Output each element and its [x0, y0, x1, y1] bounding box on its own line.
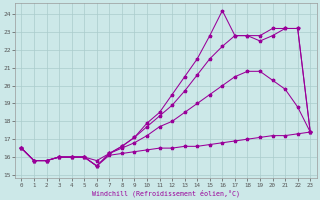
X-axis label: Windchill (Refroidissement éolien,°C): Windchill (Refroidissement éolien,°C) — [92, 189, 240, 197]
